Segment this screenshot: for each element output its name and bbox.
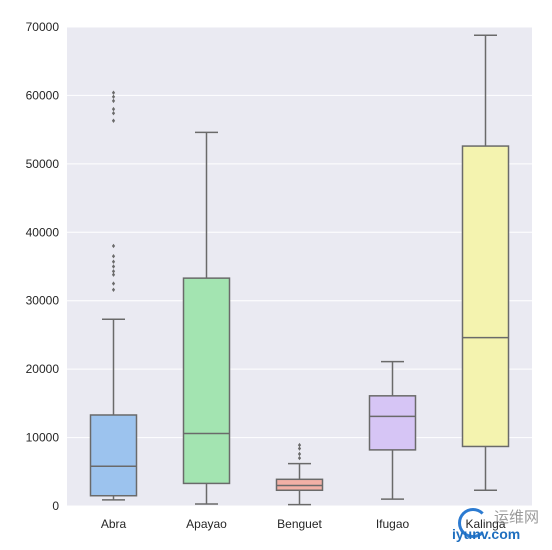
x-tick-labels: Abra Apayao Benguet Ifugao Kalinga <box>101 517 506 531</box>
outlier-point <box>111 243 116 249</box>
y-tick-label: 20000 <box>26 362 60 376</box>
watermark-bottom-text: iyunv.com <box>452 526 521 542</box>
box-apayao <box>182 131 231 505</box>
outlier-point <box>111 98 116 104</box>
y-tick-label: 60000 <box>26 88 60 102</box>
y-tick-label: 10000 <box>26 431 60 445</box>
y-tick-label: 40000 <box>26 225 60 239</box>
y-tick-label: 70000 <box>26 20 60 34</box>
box-iqr <box>89 414 138 497</box>
outlier-point <box>111 272 116 277</box>
outlier-point <box>111 287 116 292</box>
x-tick-label-abra: Abra <box>101 517 127 531</box>
outlier-point <box>111 259 116 264</box>
y-tick-label: 50000 <box>26 157 60 171</box>
x-tick-label-ifugao: Ifugao <box>376 517 410 531</box>
outlier-point <box>111 264 116 269</box>
y-tick-label: 30000 <box>26 294 60 308</box>
box-iqr <box>182 277 231 485</box>
outlier-point <box>111 90 116 95</box>
watermark-top-text: 运维网 <box>494 508 540 526</box>
watermark: 运维网 iyunv.com <box>452 506 548 546</box>
outlier-point <box>111 94 116 99</box>
outlier-point <box>111 111 116 116</box>
plot-area-background <box>67 27 532 506</box>
y-tick-label: 0 <box>52 499 59 513</box>
outlier-point <box>111 269 116 274</box>
boxes-group <box>89 34 510 506</box>
box-abra <box>89 90 138 501</box>
x-tick-label-apayao: Apayao <box>186 517 227 531</box>
watermark-logo-icon <box>458 508 488 538</box>
box-benguet <box>275 442 324 506</box>
outlier-point <box>297 451 302 457</box>
outlier-point <box>111 118 116 123</box>
outlier-point <box>297 446 302 451</box>
box-ifugao <box>368 360 417 500</box>
outlier-point <box>111 254 116 259</box>
y-tick-labels: 0 10000 20000 30000 40000 50000 60000 70000 <box>26 20 60 513</box>
grid-lines <box>67 26 532 507</box>
box-kalinga <box>461 34 510 492</box>
outlier-point <box>297 455 302 461</box>
outlier-point <box>297 442 302 448</box>
x-tick-label-benguet: Benguet <box>277 517 322 531</box>
outlier-point <box>111 106 116 112</box>
box-iqr <box>368 395 417 451</box>
box-iqr <box>461 145 510 448</box>
outlier-point <box>111 281 116 286</box>
